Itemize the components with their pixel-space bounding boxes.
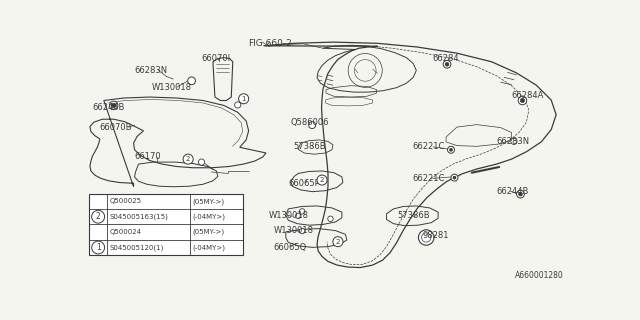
Circle shape: [451, 174, 458, 181]
Text: (05MY->): (05MY->): [192, 229, 224, 236]
Circle shape: [445, 62, 449, 66]
Text: S045005120(1): S045005120(1): [109, 244, 164, 251]
Text: 57386B: 57386B: [397, 211, 430, 220]
Circle shape: [92, 210, 104, 223]
Text: 2: 2: [186, 156, 190, 162]
Circle shape: [300, 209, 305, 214]
Circle shape: [296, 213, 301, 219]
Text: 66284: 66284: [432, 54, 459, 63]
Circle shape: [300, 228, 305, 234]
Text: W130018: W130018: [152, 83, 192, 92]
Circle shape: [198, 159, 205, 165]
Circle shape: [328, 216, 333, 221]
Circle shape: [333, 237, 343, 247]
Circle shape: [453, 176, 456, 179]
Text: FIG.660-2: FIG.660-2: [248, 39, 291, 48]
Text: W130018: W130018: [269, 211, 308, 220]
Text: 66065P: 66065P: [289, 179, 320, 188]
Text: 66065Q: 66065Q: [273, 243, 307, 252]
Circle shape: [239, 94, 249, 104]
Text: 66284A: 66284A: [511, 91, 544, 100]
Text: (-04MY>): (-04MY>): [192, 244, 225, 251]
Circle shape: [422, 233, 431, 242]
Text: 66170: 66170: [134, 152, 161, 161]
Circle shape: [511, 138, 517, 144]
Text: 1: 1: [241, 96, 246, 102]
Text: Q500025: Q500025: [109, 198, 141, 204]
Circle shape: [109, 101, 118, 110]
Circle shape: [111, 103, 116, 108]
Circle shape: [518, 96, 527, 105]
Circle shape: [188, 77, 195, 84]
Circle shape: [443, 60, 451, 68]
Text: Q586006: Q586006: [291, 118, 330, 127]
Circle shape: [520, 98, 525, 103]
Text: (05MY->): (05MY->): [192, 198, 224, 204]
Text: 98281: 98281: [422, 231, 449, 240]
Text: Q500024: Q500024: [109, 229, 141, 235]
Circle shape: [518, 192, 522, 196]
Text: 66070I: 66070I: [202, 54, 230, 63]
Text: 57386B: 57386B: [293, 142, 326, 151]
Bar: [89, 194, 243, 255]
Circle shape: [449, 148, 452, 151]
Circle shape: [92, 241, 104, 254]
Text: 66221C: 66221C: [412, 142, 445, 151]
Text: 2: 2: [96, 212, 100, 221]
Circle shape: [419, 230, 434, 245]
Text: 2: 2: [336, 239, 340, 245]
Text: 1: 1: [96, 243, 100, 252]
Circle shape: [516, 190, 524, 198]
Text: W130018: W130018: [273, 226, 314, 235]
Circle shape: [308, 122, 316, 129]
Circle shape: [183, 154, 193, 164]
Text: A660001280: A660001280: [515, 271, 564, 280]
Text: 66221C: 66221C: [412, 174, 445, 183]
Text: 66283N: 66283N: [497, 137, 530, 146]
Circle shape: [447, 146, 454, 153]
Circle shape: [235, 102, 241, 108]
Text: 66244B: 66244B: [497, 187, 529, 196]
Text: 66070B: 66070B: [100, 123, 132, 132]
Text: 66244B: 66244B: [92, 103, 125, 112]
Text: 2: 2: [320, 177, 324, 183]
Text: 66283N: 66283N: [134, 66, 168, 75]
Text: (-04MY>): (-04MY>): [192, 213, 225, 220]
Circle shape: [317, 175, 327, 185]
Text: S045005163(15): S045005163(15): [109, 213, 168, 220]
